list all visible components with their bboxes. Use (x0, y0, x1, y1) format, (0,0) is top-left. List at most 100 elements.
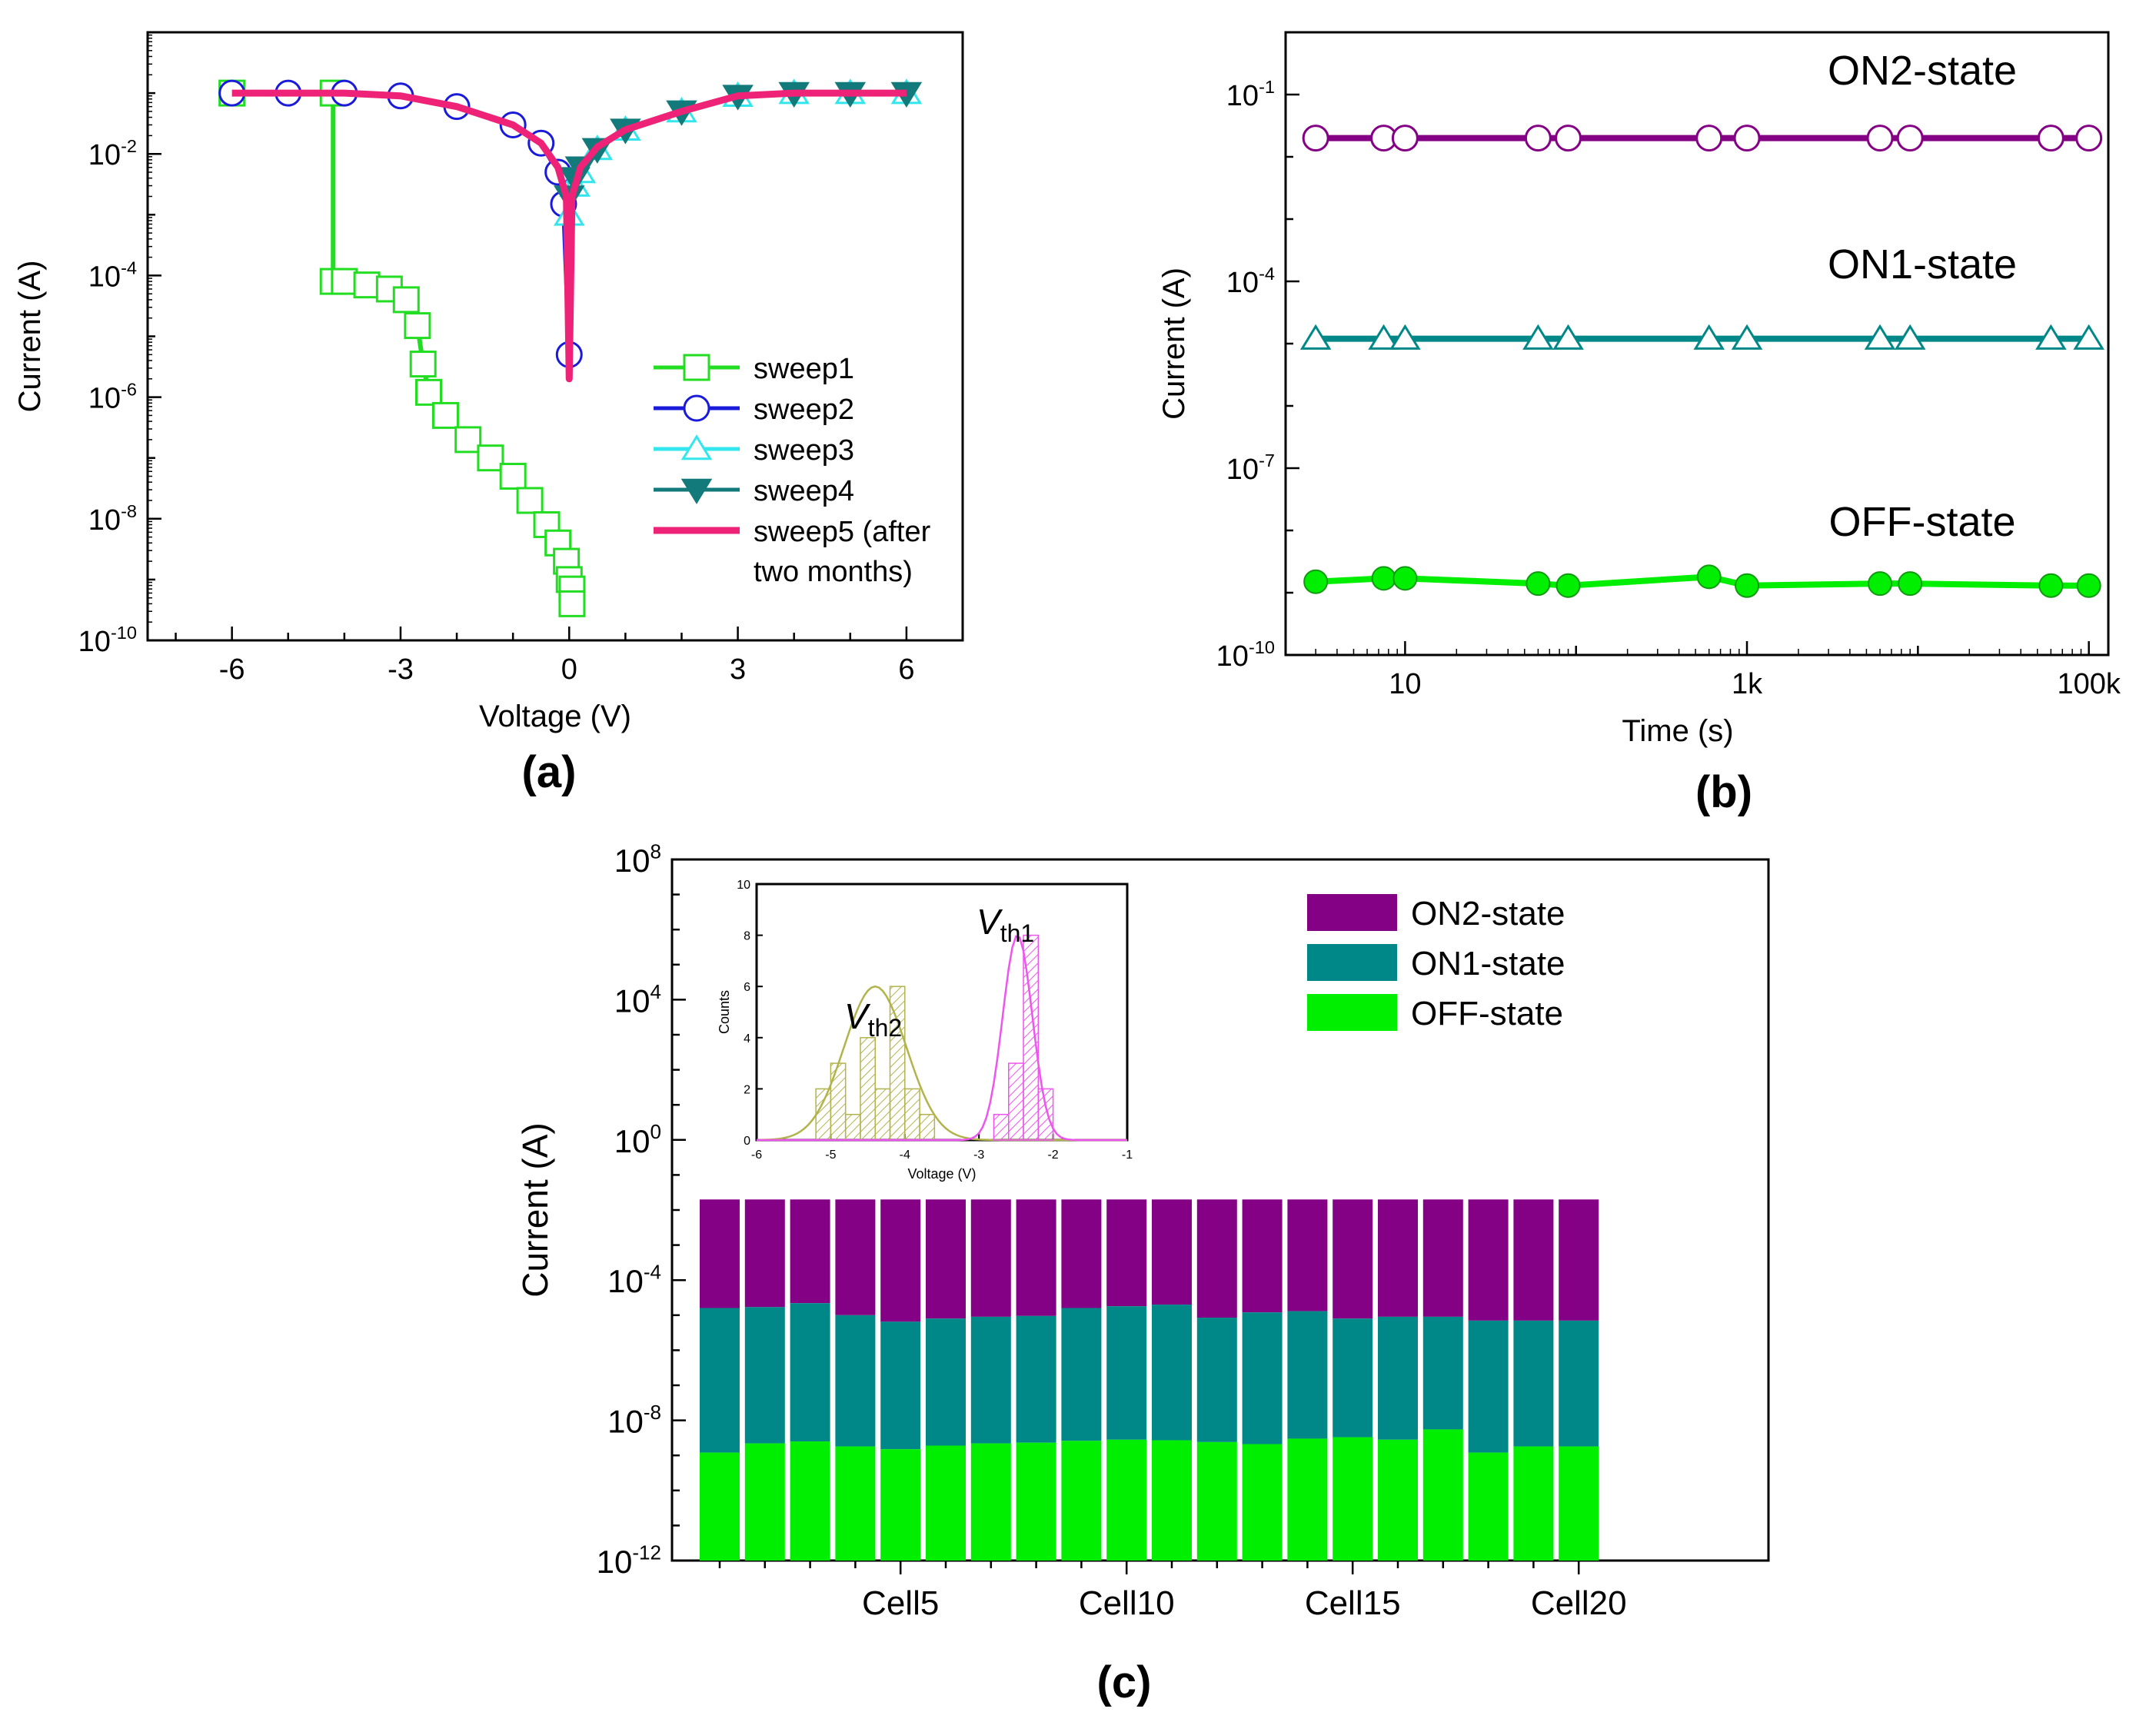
bar-on2-Cell13 (1242, 1199, 1283, 1313)
data-point (1555, 125, 1582, 152)
x-axis-label: Voltage (V) (479, 700, 631, 733)
bar-off-Cell18 (1468, 1452, 1509, 1561)
series-label: OFF-state (1828, 499, 2015, 545)
bar-off-Cell12 (1196, 1441, 1237, 1561)
x-axis-label: Time (s) (1622, 714, 1733, 748)
x-tick-label: -6 (219, 653, 245, 686)
bar-on2-Cell14 (1287, 1199, 1328, 1311)
data-point (1299, 324, 1332, 350)
legend-label: sweep3 (754, 434, 854, 467)
data-point (1894, 324, 1926, 350)
bar-off-Cell10 (1106, 1439, 1147, 1561)
inset-frame (755, 883, 1129, 1142)
inset-bar-Vth1 (1037, 1088, 1054, 1141)
legend-marker (680, 434, 713, 460)
bar-on2-Cell17 (1422, 1199, 1463, 1317)
data-point (1524, 125, 1552, 152)
bar-off-Cell11 (1152, 1440, 1192, 1561)
inset-x-tick-label: -6 (751, 1149, 762, 1162)
inset-bar-Vth1 (1008, 1062, 1024, 1141)
x-tick-label: 3 (730, 653, 746, 686)
data-point (392, 286, 420, 314)
data-point (1389, 324, 1421, 350)
legend-label: sweep2 (754, 394, 854, 426)
bar-on1-Cell16 (1378, 1316, 1418, 1440)
bar-on1-Cell6 (926, 1318, 966, 1446)
bar-on2-Cell5 (880, 1199, 921, 1322)
bar-on2-Cell15 (1333, 1199, 1373, 1319)
bar-on1-Cell8 (1016, 1315, 1056, 1443)
x-tick-label: Cell10 (1079, 1584, 1175, 1622)
series-line-sweep5 (after two months) (231, 89, 907, 383)
data-point (1896, 125, 1924, 152)
x-tick-label: 100k (2057, 668, 2121, 700)
data-point (1303, 569, 1329, 594)
bar-on1-Cell14 (1287, 1311, 1328, 1439)
bar-on1-Cell10 (1106, 1306, 1147, 1440)
inset-y-tick-label: 8 (744, 930, 750, 943)
inset-y-tick-label: 2 (744, 1083, 750, 1096)
y-tick-label: 10-10 (1216, 637, 1275, 673)
inset-x-tick-label: -5 (825, 1149, 836, 1162)
bar-on2-Cell8 (1016, 1199, 1056, 1316)
inset-y-tick-label: 10 (737, 879, 750, 892)
y-tick-label: 10-8 (607, 1401, 661, 1440)
data-point (409, 351, 437, 378)
x-tick-label: 10 (1389, 668, 1421, 700)
inset-bar-Vth2 (815, 1088, 832, 1141)
y-tick-label: 10-1 (1226, 77, 1275, 112)
y-tick-label: 10-4 (88, 258, 137, 293)
data-point (1693, 324, 1725, 350)
inset-label-Vth1: Vth1 (977, 902, 1034, 947)
bar-off-Cell14 (1287, 1438, 1328, 1561)
data-point (1696, 564, 1722, 590)
legend-label: ON1-state (1411, 945, 1565, 982)
panel-label: (b) (1695, 767, 1752, 817)
inset-y-tick-label: 4 (744, 1032, 750, 1046)
data-point (1731, 324, 1763, 350)
inset-x-tick-label: -1 (1122, 1149, 1133, 1162)
inset-bar-Vth2 (830, 1062, 847, 1141)
data-point (1868, 571, 1893, 597)
data-point (558, 590, 586, 617)
data-point (2073, 324, 2104, 350)
inset-bar-Vth1 (993, 1113, 1010, 1141)
bar-on1-Cell18 (1468, 1320, 1509, 1453)
inset-fit-Vth2 (756, 985, 1127, 1142)
data-point (2038, 573, 2064, 598)
bar-off-Cell17 (1422, 1429, 1463, 1561)
y-tick-label: 10-8 (88, 501, 137, 537)
legend-label: sweep5 (after (754, 516, 931, 548)
legend-marker (680, 478, 713, 504)
bar-on1-Cell13 (1242, 1312, 1283, 1444)
bar-on2-Cell9 (1061, 1199, 1102, 1308)
data-point (1733, 125, 1761, 152)
data-point (404, 312, 431, 340)
bar-off-Cell20 (1559, 1446, 1599, 1561)
inset-y-axis-label: Counts (717, 990, 732, 1034)
y-tick-label: 10-4 (1226, 264, 1275, 299)
y-axis-label: Current (A) (1157, 268, 1191, 420)
bar-off-Cell15 (1333, 1437, 1373, 1561)
data-point (415, 378, 443, 406)
legend-swatch (1307, 894, 1397, 931)
panel-b-chart: 10-10 10-7 10-4 10-1 10 1k 100k Time (s) Current… (1157, 31, 2121, 817)
bar-off-Cell5 (880, 1449, 921, 1561)
inset-label-Vth2: Vth2 (844, 996, 902, 1042)
legend-swatch (1307, 944, 1397, 981)
data-point (516, 487, 544, 514)
bar-off-Cell9 (1061, 1441, 1102, 1561)
data-point (1392, 566, 1418, 591)
panel-label: (c) (1097, 1657, 1152, 1707)
bar-off-Cell1 (700, 1452, 740, 1561)
bar-off-Cell8 (1016, 1442, 1056, 1561)
data-point (1302, 125, 1329, 152)
bar-off-Cell19 (1513, 1446, 1554, 1561)
bar-off-Cell7 (970, 1443, 1011, 1561)
inset-bar-Vth1 (1023, 934, 1040, 1141)
bar-on1-Cell17 (1422, 1316, 1463, 1430)
data-point (454, 426, 482, 454)
panel-a-chart: 10-10 10-8 10-6 10-4 10-2 -6 -3 0 3 6 Voltage (V) C… (13, 31, 964, 797)
bar-on1-Cell5 (880, 1321, 921, 1450)
